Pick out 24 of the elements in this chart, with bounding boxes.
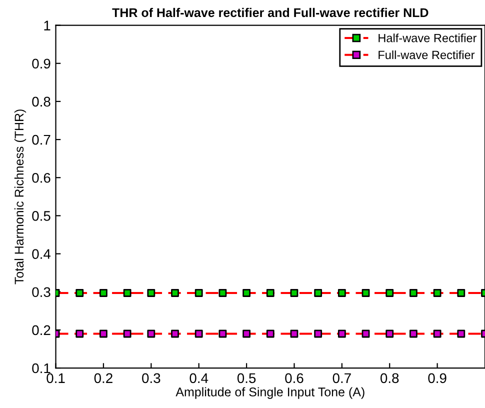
y-tick-label: 0.3 (32, 287, 50, 298)
y-tick-label: 0.9 (32, 58, 50, 69)
y-tick-label: 1 (44, 20, 50, 30)
x-tick-label: 0.9 (428, 373, 446, 384)
y-tick-label: 0.1 (32, 363, 50, 374)
y-tick-label: 0.4 (32, 249, 51, 259)
legend-label: Full-wave Rectifier (378, 50, 475, 60)
x-tick-label: 0.2 (94, 373, 112, 384)
x-axis-title: Amplitude of Single Input Tone (A) (176, 387, 364, 399)
y-tick-label: 0.2 (32, 325, 50, 336)
x-tick-label: 0.3 (142, 373, 160, 384)
legend-label: Half-wave Rectifier (378, 34, 477, 42)
chart-title: THR of Half-wave rectifier and Full-wave rectifier NLD (112, 8, 428, 18)
y-axis-title: Total Harmonic Richness (THR) (14, 110, 26, 284)
y-tick-label: 0.7 (32, 134, 50, 145)
x-tick-label: 0.4 (190, 373, 208, 384)
y-tick-label: 0.8 (32, 96, 50, 107)
x-tick-label: 0.7 (332, 373, 351, 384)
x-tick-label: 0.8 (380, 373, 399, 384)
x-tick-label: 0.5 (237, 373, 256, 384)
y-tick-label: 0.5 (32, 211, 50, 221)
x-tick-label: 0.1 (46, 373, 65, 384)
y-tick-label: 0.6 (32, 172, 50, 183)
x-tick-label: 0.6 (285, 373, 304, 384)
